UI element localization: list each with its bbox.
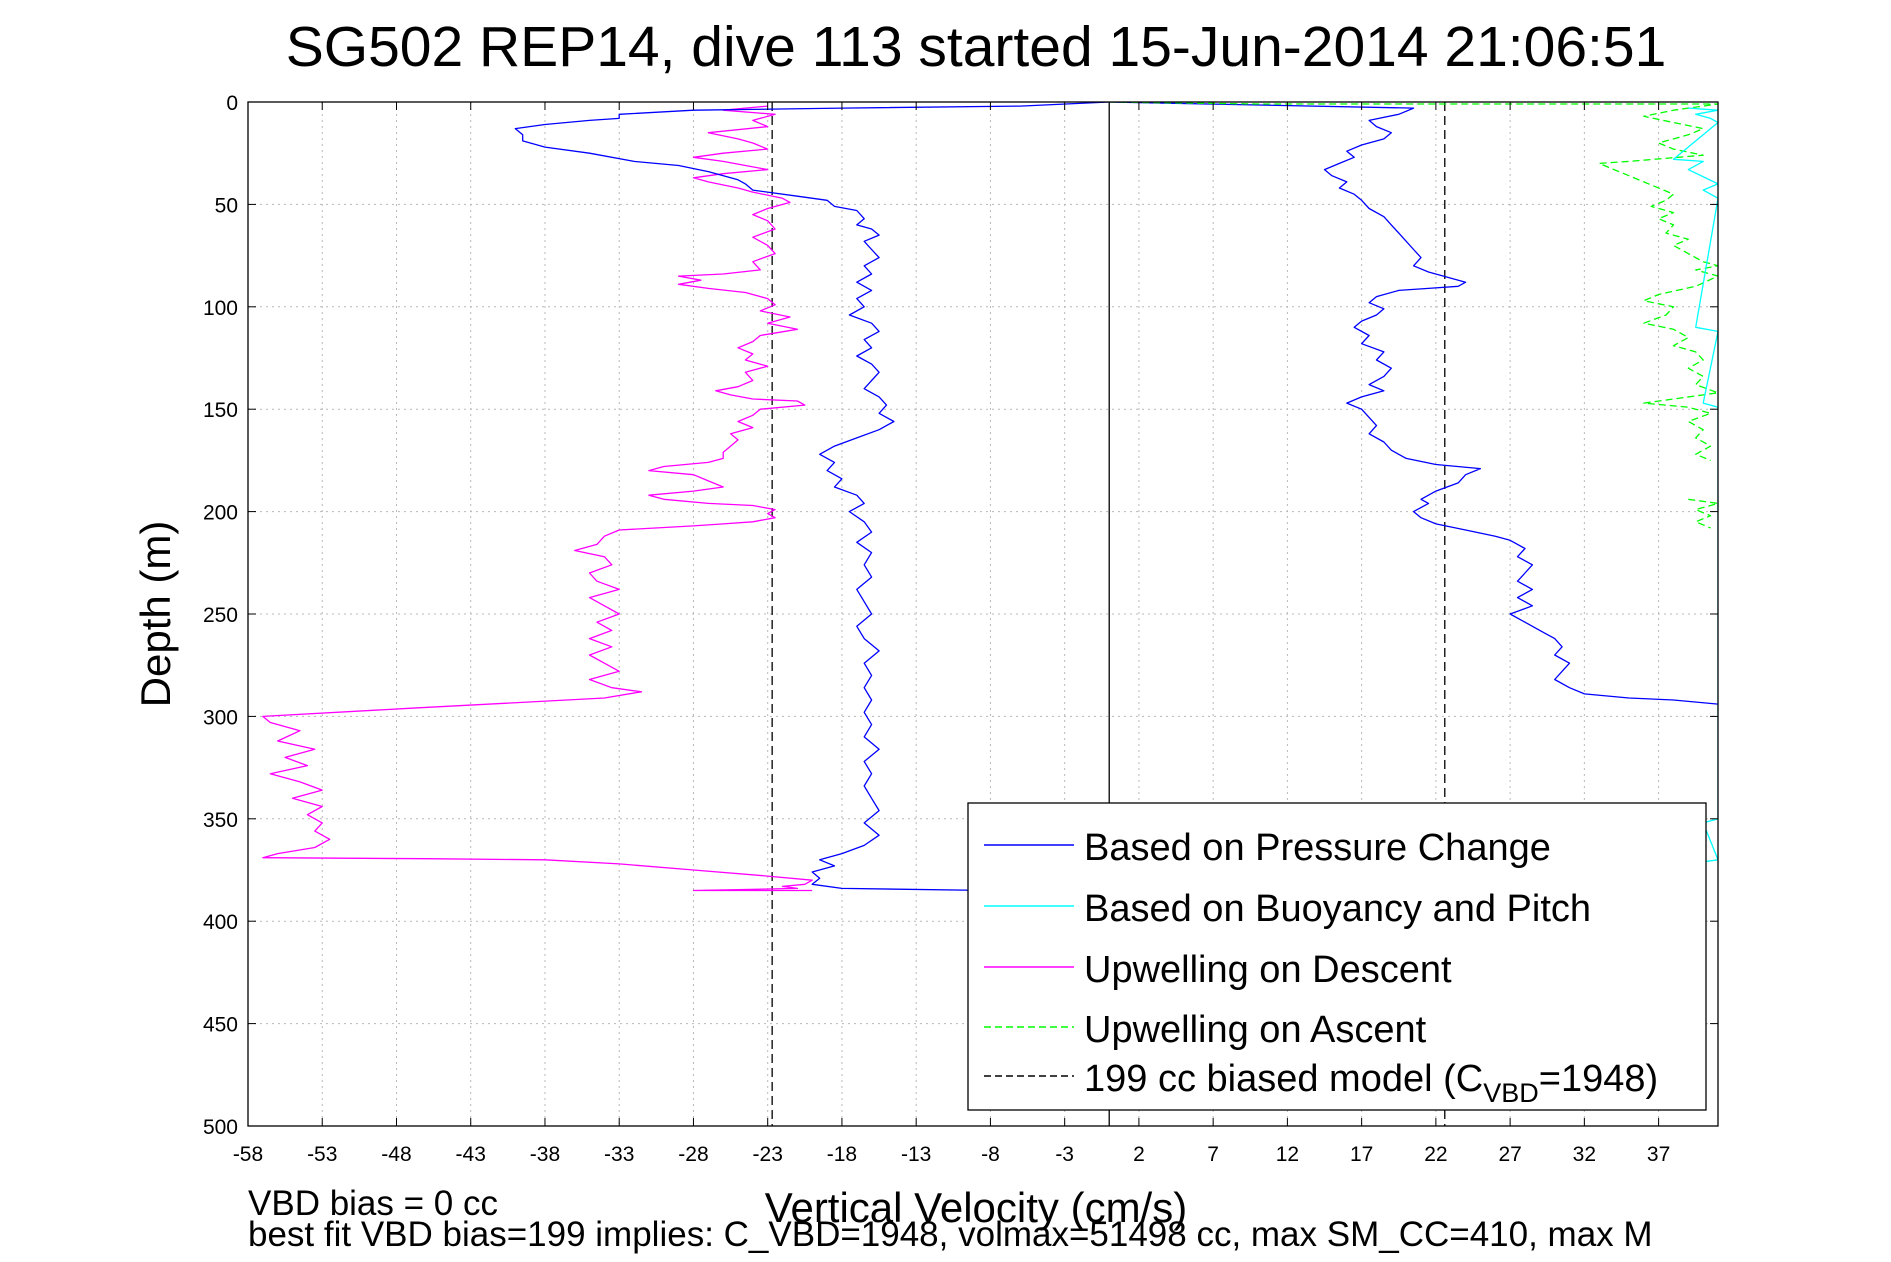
y-tick-label: 300: [203, 706, 238, 729]
series-line: [514, 102, 1110, 892]
chart-title: SG502 REP14, dive 113 started 15-Jun-201…: [286, 15, 1667, 79]
legend-label-end: =1948): [1539, 1058, 1658, 1100]
x-tick-label: 22: [1424, 1143, 1447, 1166]
x-tick-label: -38: [530, 1143, 560, 1166]
x-tick-label: 37: [1647, 1143, 1670, 1166]
footer-line-1: VBD bias = 0 cc: [248, 1184, 498, 1223]
series-line: [1109, 102, 1718, 462]
x-tick-label: -18: [827, 1143, 857, 1166]
legend-box: [967, 802, 1707, 1111]
y-tick-label: 100: [203, 297, 238, 320]
series-line: [1688, 498, 1718, 529]
x-tick-label: 2: [1133, 1143, 1145, 1166]
x-tick-label: -23: [753, 1143, 783, 1166]
legend-label: Upwelling on Ascent: [1084, 1009, 1427, 1051]
x-tick-label: 27: [1498, 1143, 1521, 1166]
y-tick-label: 200: [203, 502, 238, 525]
x-tick-label: -8: [981, 1143, 1000, 1166]
axis-ticks: -58 -53 -48 -43 -38 -33 -28 -23 -18 -13 -8 -3 2 7 12 17…: [203, 92, 1718, 1166]
series-layer: [262, 102, 1718, 892]
series-line: [262, 105, 813, 892]
y-tick-label: 250: [203, 604, 238, 627]
legend-label: 199 cc biased model (CVBD=1948): [1084, 1058, 1658, 1108]
legend-label: Based on Buoyancy and Pitch: [1084, 888, 1591, 930]
x-tick-label: -33: [604, 1143, 634, 1166]
legend-label: Based on Pressure Change: [1084, 827, 1551, 869]
x-tick-label: -58: [233, 1143, 263, 1166]
y-tick-label: 150: [203, 399, 238, 422]
x-tick-label: -3: [1055, 1143, 1074, 1166]
series-line: [1109, 102, 1718, 705]
x-tick-label: -53: [307, 1143, 337, 1166]
y-tick-label: 0: [226, 92, 238, 115]
x-tick-label: -43: [456, 1143, 486, 1166]
y-axis-title: Depth (m): [132, 521, 179, 708]
x-tick-label: -48: [381, 1143, 411, 1166]
legend-label-sub: VBD: [1483, 1078, 1539, 1108]
x-tick-label: -13: [901, 1143, 931, 1166]
x-tick-label: 17: [1350, 1143, 1373, 1166]
y-tick-label: 350: [203, 809, 238, 832]
x-axis-title: Vertical Velocity (cm/s): [765, 1184, 1187, 1231]
legend-label: Upwelling on Descent: [1084, 949, 1452, 991]
legend: Based on Pressure Change Based on Buoyanc…: [967, 802, 1707, 1111]
x-tick-label: 32: [1573, 1143, 1596, 1166]
y-tick-label: 450: [203, 1014, 238, 1037]
y-tick-label: 400: [203, 911, 238, 934]
footer-line-2: best fit VBD bias=199 implies: C_VBD=194…: [248, 1215, 1653, 1254]
y-tick-label: 50: [215, 194, 238, 217]
legend-label-main: 199 cc biased model (C: [1084, 1058, 1483, 1100]
series-line: [1672, 107, 1718, 863]
x-tick-label: 12: [1276, 1143, 1299, 1166]
x-tick-label: -28: [678, 1143, 708, 1166]
y-tick-label: 500: [203, 1116, 238, 1139]
x-tick-label: 7: [1207, 1143, 1219, 1166]
